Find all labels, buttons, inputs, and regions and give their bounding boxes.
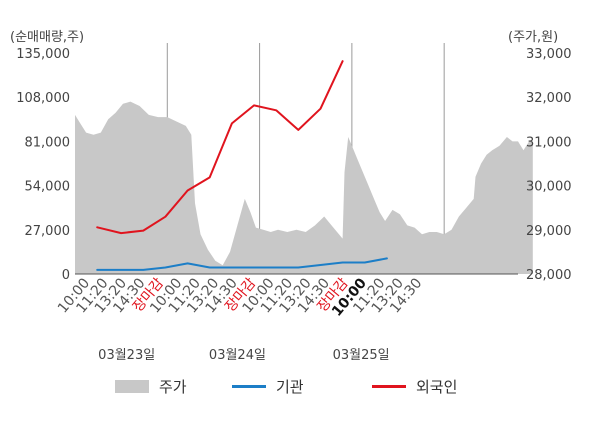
price-area bbox=[75, 101, 533, 274]
legend-label-institution: 기관 bbox=[276, 377, 304, 396]
legend-swatch-institution bbox=[232, 384, 266, 388]
institution-line bbox=[96, 257, 388, 271]
right-y-tick-label: 30,000 bbox=[526, 180, 572, 195]
series-line-layer bbox=[96, 60, 388, 271]
left-y-tick-label: 81,000 bbox=[25, 135, 71, 150]
left-y-tick-label: 54,000 bbox=[25, 180, 71, 195]
legend-label-foreign: 외국인 bbox=[416, 377, 458, 396]
legend-item-foreign: 외국인 bbox=[372, 372, 457, 400]
legend-label-price: 주가 bbox=[159, 377, 187, 396]
date-label: 03월24일 bbox=[209, 348, 266, 363]
legend-item-price: 주가 bbox=[115, 372, 187, 400]
legend-item-institution: 기관 bbox=[232, 372, 304, 400]
legend-swatch-price bbox=[115, 379, 149, 393]
right-y-tick-label: 33,000 bbox=[526, 47, 572, 62]
right-y-tick-label: 28,000 bbox=[526, 268, 572, 283]
legend: 주가 기관 외국인 bbox=[0, 372, 600, 400]
chart: 0 27,000 54,000 81,000 108,000 135,000 28,000 2… bbox=[16, 43, 572, 363]
price-area-layer bbox=[75, 101, 533, 274]
left-axis-unit: (순매매량,주) bbox=[10, 30, 85, 45]
right-y-tick-label: 29,000 bbox=[526, 224, 572, 239]
date-label: 03월25일 bbox=[333, 348, 390, 363]
left-y-tick-label: 135,000 bbox=[16, 47, 70, 62]
left-y-tick-label: 108,000 bbox=[16, 91, 70, 106]
right-y-tick-label: 31,000 bbox=[526, 135, 572, 150]
date-label: 03월23일 bbox=[98, 348, 155, 363]
left-y-tick-label: 0 bbox=[62, 268, 70, 283]
right-y-tick-label: 32,000 bbox=[526, 91, 572, 106]
legend-swatch-foreign bbox=[372, 384, 406, 388]
axis-layer: 0 27,000 54,000 81,000 108,000 135,000 28,000 2… bbox=[16, 47, 571, 363]
right-axis-unit: (주가,원) bbox=[508, 30, 559, 45]
left-y-tick-label: 27,000 bbox=[25, 224, 71, 239]
foreign-line bbox=[96, 60, 344, 235]
